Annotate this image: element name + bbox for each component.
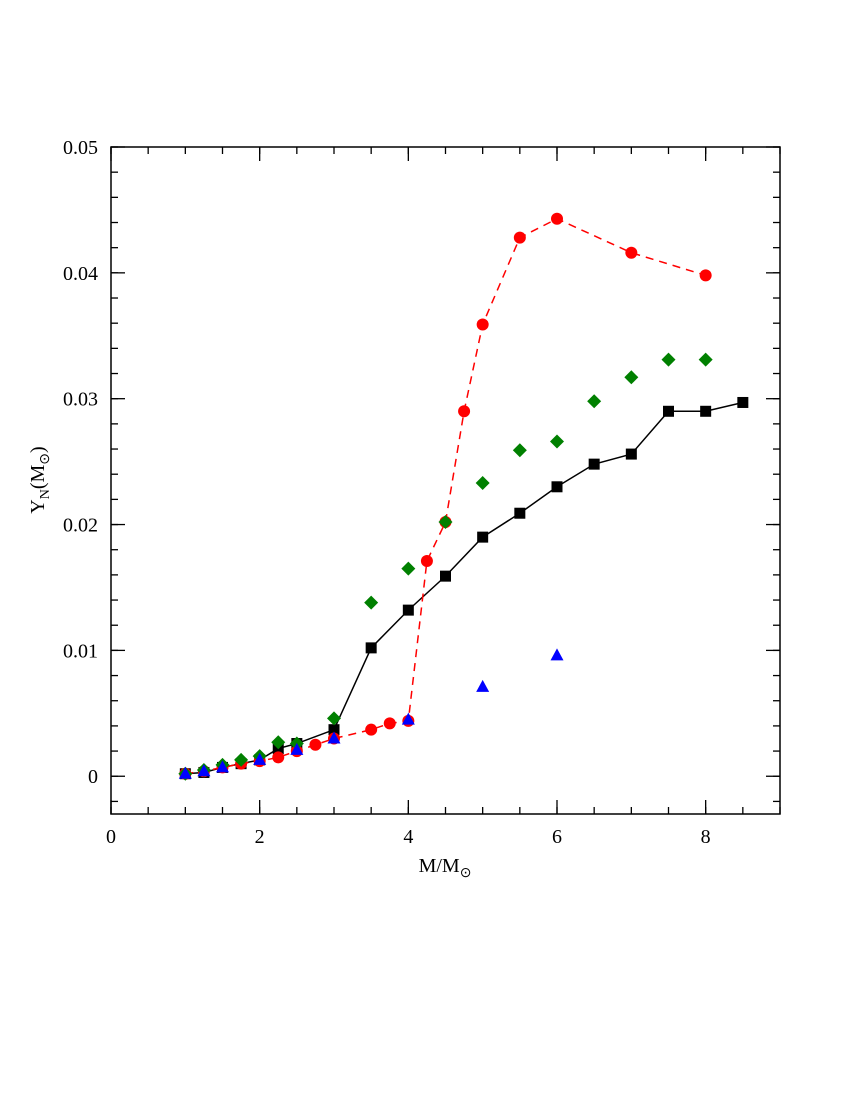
x-tick-label: 8 bbox=[701, 826, 711, 848]
marker bbox=[402, 604, 414, 616]
marker bbox=[550, 648, 564, 661]
x-tick-label: 6 bbox=[552, 826, 562, 848]
marker bbox=[290, 742, 304, 755]
marker bbox=[551, 481, 563, 493]
marker bbox=[383, 717, 396, 730]
marker bbox=[234, 752, 249, 767]
x-tick-label: 0 bbox=[106, 826, 116, 848]
marker bbox=[401, 561, 416, 576]
marker bbox=[458, 405, 471, 418]
marker bbox=[475, 476, 490, 491]
y-tick-label: 0.04 bbox=[63, 263, 98, 285]
ylabel-part: N bbox=[38, 489, 53, 499]
xlabel-part: M/M bbox=[419, 855, 460, 877]
xlabel-part: ⊙ bbox=[460, 866, 472, 881]
marker bbox=[216, 760, 229, 773]
y-axis-label: YN(M⊙) bbox=[27, 446, 53, 513]
marker bbox=[271, 735, 286, 750]
y-tick-label: 0.05 bbox=[63, 137, 98, 159]
ylabel-part: Y bbox=[27, 499, 49, 513]
plot-frame bbox=[110, 146, 781, 815]
series-line bbox=[185, 401, 744, 775]
marker bbox=[364, 595, 379, 610]
x-tick-label: 4 bbox=[403, 826, 413, 848]
marker bbox=[327, 711, 341, 726]
marker bbox=[512, 443, 527, 458]
marker bbox=[476, 679, 490, 692]
marker bbox=[272, 751, 285, 764]
marker bbox=[438, 515, 453, 530]
marker bbox=[327, 731, 341, 744]
marker bbox=[625, 448, 637, 460]
marker bbox=[624, 370, 639, 385]
series-line bbox=[185, 217, 706, 775]
marker bbox=[698, 352, 713, 367]
y-tick-label: 0.01 bbox=[63, 640, 98, 662]
marker bbox=[365, 642, 377, 654]
ylabel-part: ) bbox=[27, 446, 49, 453]
marker bbox=[699, 269, 712, 282]
marker bbox=[477, 531, 489, 543]
marker bbox=[551, 212, 563, 225]
marker bbox=[663, 405, 674, 417]
marker bbox=[550, 434, 564, 449]
marker bbox=[625, 246, 638, 259]
marker bbox=[587, 394, 602, 409]
y-tick-label: 0.03 bbox=[63, 389, 98, 411]
marker bbox=[178, 766, 192, 779]
marker bbox=[737, 396, 749, 408]
marker bbox=[588, 458, 600, 470]
x-tick-label: 2 bbox=[255, 826, 265, 848]
marker bbox=[661, 352, 676, 367]
marker bbox=[700, 405, 712, 417]
y-tick-label: 0 bbox=[88, 766, 98, 788]
marker bbox=[401, 712, 415, 725]
marker bbox=[440, 570, 451, 582]
marker bbox=[420, 555, 433, 568]
marker bbox=[513, 231, 526, 244]
marker bbox=[309, 738, 322, 751]
marker bbox=[365, 723, 378, 736]
marker bbox=[253, 752, 267, 765]
ylabel-part: (M bbox=[27, 464, 49, 489]
marker bbox=[476, 318, 489, 331]
marker bbox=[197, 764, 211, 777]
x-axis-label: M/M⊙ bbox=[419, 855, 472, 881]
marker bbox=[514, 507, 526, 519]
ylabel-part: ⊙ bbox=[38, 453, 53, 465]
marker bbox=[328, 724, 340, 736]
y-tick-label: 0.02 bbox=[63, 515, 98, 537]
